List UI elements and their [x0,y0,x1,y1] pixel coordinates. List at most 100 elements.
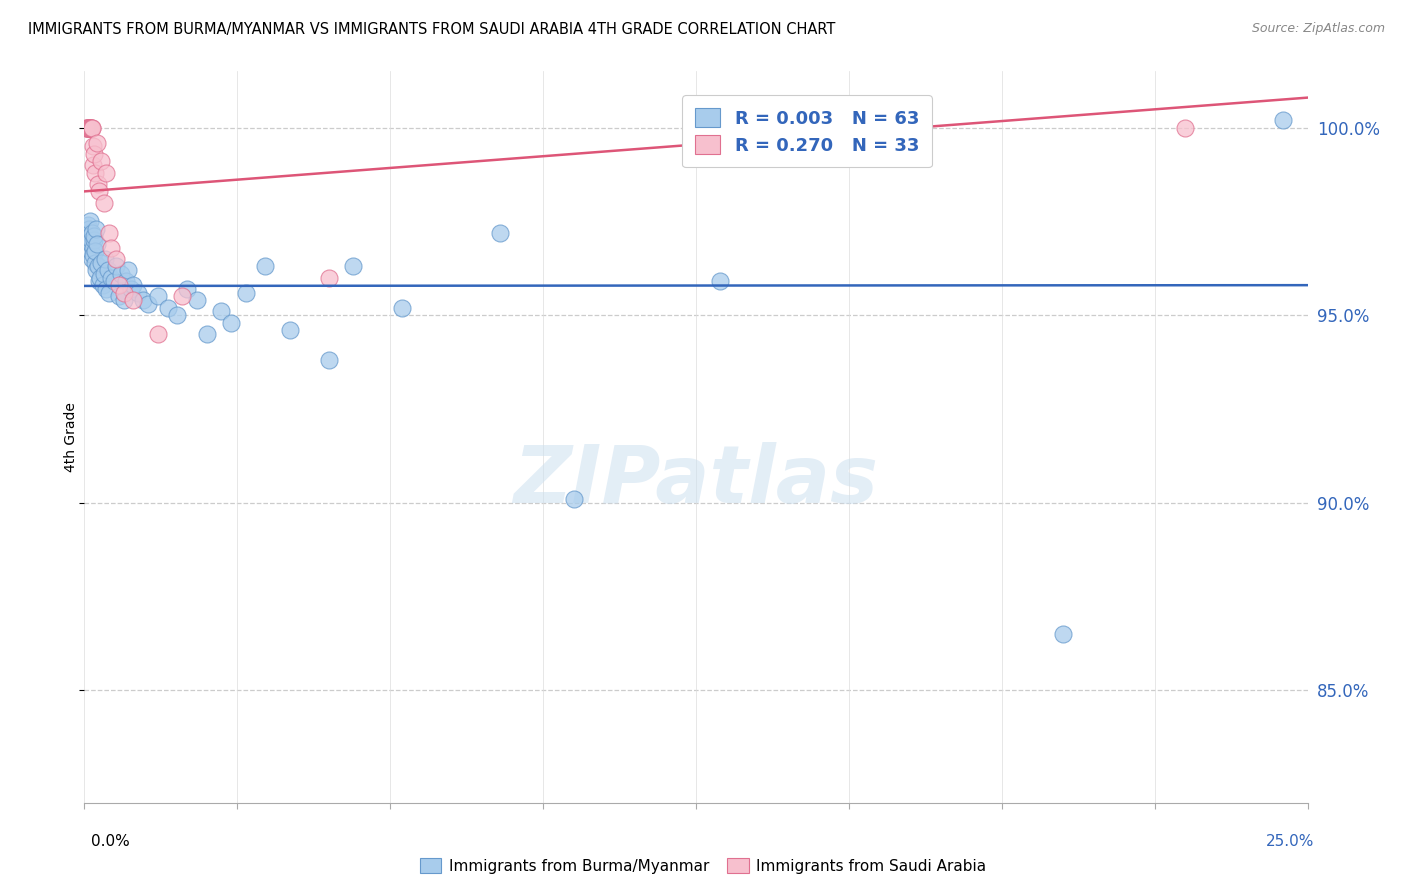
Point [90,255,112,269]
Point [110,267,132,281]
Point [90,154,112,169]
Point [76,120,98,135]
Y-axis label: 4th Grade: 4th Grade [65,402,79,472]
Point [391,301,413,315]
Point [82,248,104,262]
Point [77,226,100,240]
Point [83,147,105,161]
Point [87,185,110,199]
Point [76,241,98,255]
Point [127,285,149,300]
Point [96,166,118,180]
Point [80,236,103,251]
Point [105,260,128,274]
Point [83,229,105,244]
Point [318,353,340,368]
Point [79,214,101,228]
Point [76,120,98,135]
Point [176,282,198,296]
Point [76,120,98,135]
Point [84,244,107,259]
Text: 0.0%: 0.0% [91,834,131,849]
Point [86,136,108,150]
Point [77,222,100,236]
Point [79,120,101,135]
Point [77,233,100,247]
Point [709,274,731,288]
Point [107,289,129,303]
Point [254,260,277,274]
Point [80,120,103,135]
Legend: Immigrants from Burma/Myanmar, Immigrants from Saudi Arabia: Immigrants from Burma/Myanmar, Immigrant… [413,852,993,880]
Point [83,255,105,269]
Point [1052,627,1074,641]
Point [105,252,128,266]
Point [84,166,107,180]
Point [166,308,188,322]
Point [79,120,101,135]
Point [97,263,120,277]
Point [94,252,117,266]
Point [1272,113,1295,128]
Point [235,285,257,300]
Point [186,293,208,308]
Text: ZIPatlas: ZIPatlas [513,442,879,520]
Point [80,120,103,135]
Point [209,304,232,318]
Point [89,270,111,285]
Point [87,274,110,288]
Point [107,278,129,293]
Point [112,285,135,300]
Point [1174,120,1197,135]
Point [93,267,115,281]
Point [156,301,179,315]
Point [219,316,242,330]
Point [76,218,98,232]
Point [80,252,103,266]
Point [146,289,169,303]
Point [82,241,104,255]
Point [132,293,155,308]
Point [122,293,145,308]
Point [172,289,194,303]
Point [146,326,169,341]
Point [86,236,108,251]
Point [342,260,364,274]
Point [87,177,110,191]
Point [562,491,585,506]
Point [83,233,105,247]
Point [278,323,301,337]
Point [82,158,104,172]
Point [120,282,142,296]
Text: 25.0%: 25.0% [1267,834,1315,849]
Point [84,222,107,236]
Point [112,293,135,308]
Text: Source: ZipAtlas.com: Source: ZipAtlas.com [1251,22,1385,36]
Point [79,229,101,244]
Point [100,270,122,285]
Point [136,297,159,311]
Point [93,195,115,210]
Point [195,326,218,341]
Point [103,274,125,288]
Point [77,120,100,135]
Point [122,278,145,293]
Point [489,226,512,240]
Point [80,120,103,135]
Point [76,229,98,244]
Point [75,120,97,135]
Point [96,282,118,296]
Point [82,226,104,240]
Point [97,285,120,300]
Point [84,263,107,277]
Point [91,278,114,293]
Point [97,226,120,240]
Text: IMMIGRANTS FROM BURMA/MYANMAR VS IMMIGRANTS FROM SAUDI ARABIA 4TH GRADE CORRELAT: IMMIGRANTS FROM BURMA/MYANMAR VS IMMIGRA… [28,22,835,37]
Point [82,139,104,153]
Point [117,263,139,277]
Point [86,260,108,274]
Point [77,120,100,135]
Point [318,270,340,285]
Legend: R = 0.003   N = 63, R = 0.270   N = 33: R = 0.003 N = 63, R = 0.270 N = 33 [682,95,932,168]
Point [82,120,104,135]
